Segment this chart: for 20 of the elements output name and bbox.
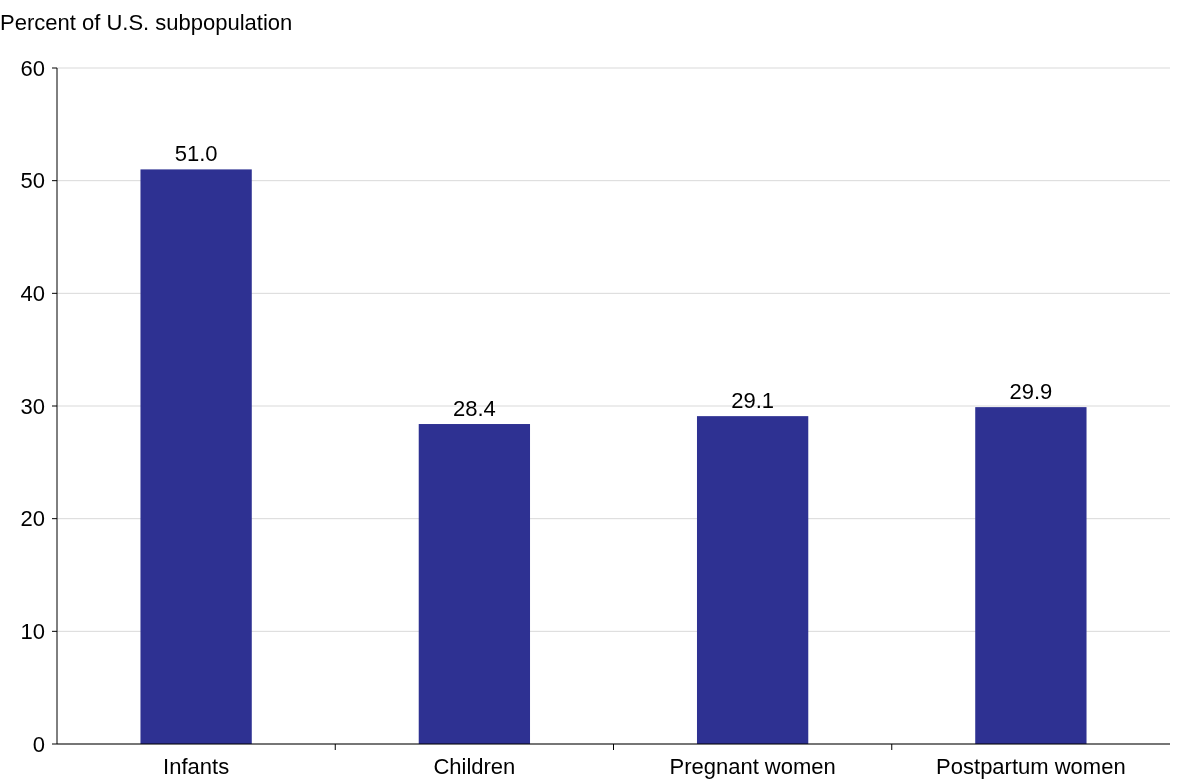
- y-tick-label: 60: [20, 55, 45, 81]
- data-label: 29.1: [731, 388, 775, 414]
- bar: [696, 416, 809, 744]
- y-axis-title: Percent of U.S. subpopulation: [0, 10, 293, 35]
- y-tick-label: 40: [20, 281, 45, 307]
- x-tick-label: Infants: [163, 754, 230, 779]
- y-tick-label: 20: [20, 506, 45, 532]
- y-tick-label: 50: [20, 168, 45, 194]
- y-tick-label: 10: [20, 619, 45, 645]
- bar: [975, 407, 1087, 744]
- x-tick-label: Pregnant women: [669, 754, 836, 779]
- data-label: 28.4: [452, 396, 496, 422]
- y-tick-label: 0: [32, 731, 45, 757]
- bar: [418, 424, 531, 744]
- bar: [140, 169, 252, 744]
- x-tick-label: Postpartum women: [936, 754, 1126, 779]
- data-label: 51.0: [174, 141, 218, 167]
- x-tick-label: Children: [433, 754, 516, 779]
- data-label: 29.9: [1009, 379, 1053, 405]
- y-tick-label: 30: [20, 393, 45, 419]
